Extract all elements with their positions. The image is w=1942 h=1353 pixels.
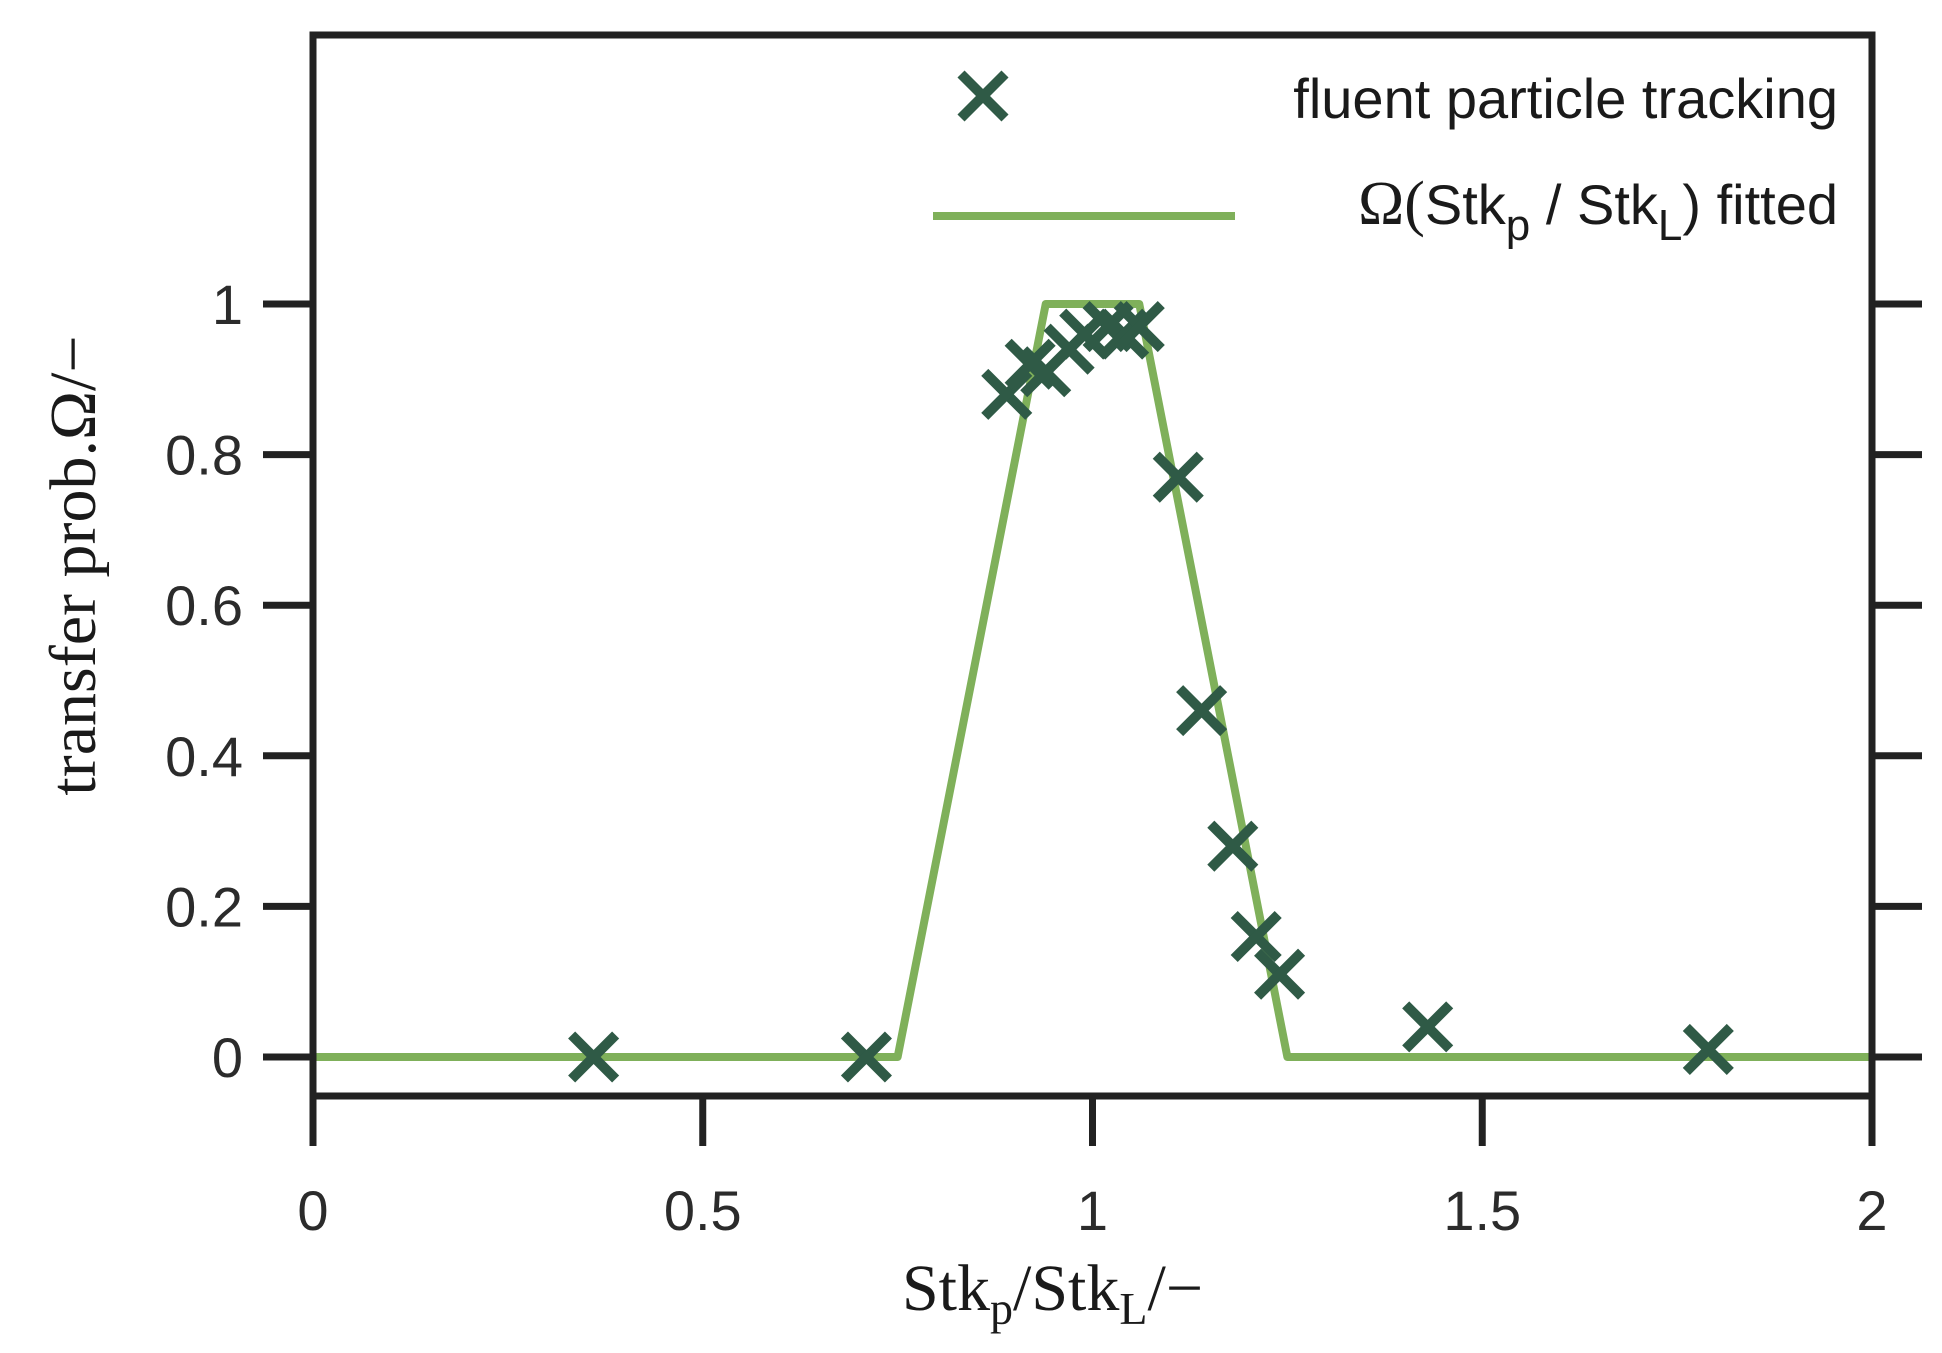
x-tick-label: 1.5 bbox=[1443, 1179, 1521, 1242]
y-tick-label: 1 bbox=[212, 273, 243, 336]
y-tick-label: 0.4 bbox=[165, 725, 243, 788]
legend-label-scatter: fluent particle tracking bbox=[1293, 67, 1838, 130]
tick-labels: 0 0.5 1 1.5 2 0 0.2 0.4 0.6 0.8 1 bbox=[165, 273, 1887, 1242]
y-tick-label: 0.8 bbox=[165, 424, 243, 487]
legend-fitted-omega: Ω( bbox=[1358, 170, 1425, 238]
legend-fitted-a-sub: p bbox=[1506, 201, 1530, 250]
marker-stroke bbox=[1004, 338, 1056, 390]
legend-marker-x bbox=[957, 70, 1009, 122]
y-axis-label: transfer prob.Ω/− bbox=[37, 335, 110, 795]
scatter-point bbox=[1207, 820, 1259, 872]
y-tick-label: 0.2 bbox=[165, 875, 243, 938]
plot-area bbox=[313, 300, 1872, 1083]
legend-fitted-sep: / bbox=[1530, 173, 1577, 236]
x-axis-label-a: Stk bbox=[902, 1252, 990, 1325]
x-tick-label: 0.5 bbox=[664, 1179, 742, 1242]
marker-stroke bbox=[1152, 451, 1204, 503]
x-axis-label: Stkp/StkL/− bbox=[902, 1252, 1203, 1334]
marker-stroke bbox=[568, 1031, 620, 1083]
y-tick-label: 0.6 bbox=[165, 574, 243, 637]
y-tick-label: 0 bbox=[212, 1026, 243, 1089]
marker-stroke bbox=[1113, 301, 1165, 353]
scatter-point bbox=[1254, 948, 1306, 1000]
scatter-point bbox=[1152, 451, 1204, 503]
marker-stroke bbox=[1230, 910, 1282, 963]
scatter-point bbox=[568, 1031, 620, 1083]
legend-fitted-b-sub: L bbox=[1658, 201, 1682, 250]
legend: fluent particle tracking Ω(Stkp / StkL) … bbox=[933, 67, 1838, 250]
legend-fitted-b: Stk bbox=[1577, 173, 1659, 236]
x-tick-label: 1 bbox=[1077, 1179, 1108, 1242]
scatter-point bbox=[1230, 910, 1282, 963]
scatter-point bbox=[1682, 1023, 1734, 1076]
x-axis-label-a-sub: p bbox=[990, 1283, 1013, 1334]
marker-stroke bbox=[957, 70, 1009, 122]
x-tick-label: 2 bbox=[1856, 1179, 1887, 1242]
marker-stroke bbox=[840, 1031, 892, 1083]
scatter-point bbox=[1176, 685, 1228, 737]
tick-marks bbox=[263, 300, 1922, 1146]
x-axis-label-sep: / bbox=[1013, 1252, 1032, 1325]
x-axis-label-b-sub: L bbox=[1119, 1283, 1147, 1334]
marker-stroke bbox=[1682, 1023, 1734, 1076]
x-tick-label: 0 bbox=[297, 1179, 328, 1242]
legend-fitted-a: Stk bbox=[1425, 173, 1507, 236]
marker-stroke bbox=[1176, 685, 1228, 737]
axes-frame bbox=[309, 31, 1876, 1100]
scatter-point bbox=[1402, 1001, 1454, 1053]
legend-label-fitted: Ω(Stkp / StkL) fitted bbox=[1358, 170, 1838, 250]
legend-scatter-marker bbox=[957, 70, 1009, 122]
legend-fitted-tail: ) fitted bbox=[1682, 173, 1838, 236]
marker-stroke bbox=[1207, 820, 1259, 872]
scatter-point bbox=[1113, 301, 1165, 353]
x-axis-label-b: Stk bbox=[1031, 1252, 1119, 1325]
scatter-point bbox=[840, 1031, 892, 1083]
x-axis-label-tail: /− bbox=[1147, 1252, 1203, 1325]
marker-stroke bbox=[1254, 948, 1306, 1000]
marker-stroke bbox=[1402, 1001, 1454, 1053]
